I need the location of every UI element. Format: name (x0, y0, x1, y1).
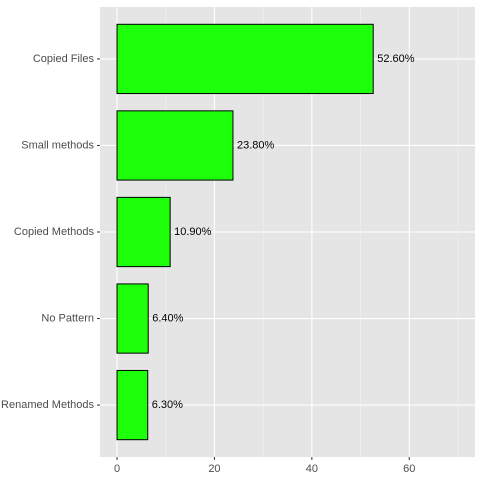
x-tick-label: 40 (306, 463, 318, 475)
bar (116, 23, 374, 95)
value-label: 6.30% (152, 399, 183, 411)
bar (116, 110, 234, 181)
x-tick-label: 20 (208, 463, 220, 475)
value-label: 10.90% (174, 226, 212, 238)
x-tick-label: 60 (403, 463, 415, 475)
y-tick-label: Copied Methods (14, 226, 95, 238)
y-tick-label: Renamed Methods (1, 399, 94, 411)
y-tick-label: No Pattern (41, 312, 94, 324)
value-label: 6.40% (152, 312, 183, 324)
bar (116, 283, 149, 354)
bar (116, 369, 149, 441)
y-tick-label: Copied Files (33, 53, 95, 65)
x-tick-label: 0 (114, 463, 120, 475)
value-label: 23.80% (237, 139, 275, 151)
y-tick-label: Small methods (21, 139, 94, 151)
bar (116, 196, 171, 268)
value-label: 52.60% (377, 53, 415, 65)
